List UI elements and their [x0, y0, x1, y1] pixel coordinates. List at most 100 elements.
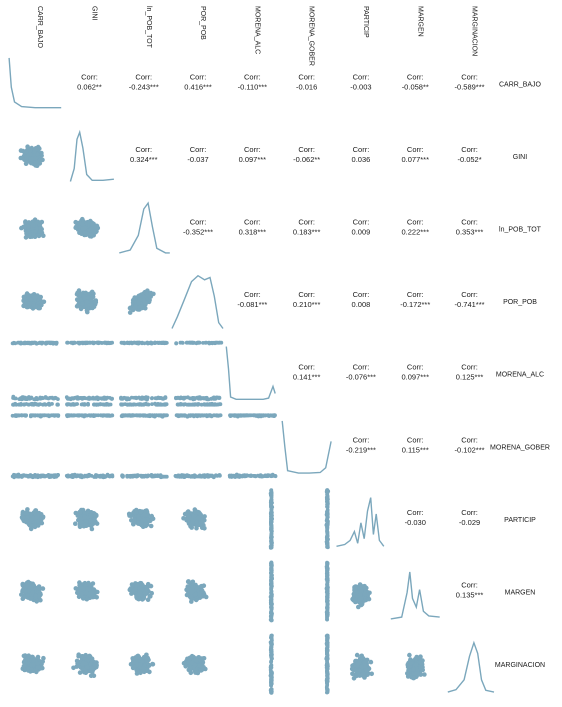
scatter-point-4-2	[162, 402, 166, 407]
corr-label-6-8: Corr:	[461, 508, 478, 517]
scatter-point-7-4	[269, 593, 273, 598]
scatter-point-5-2	[147, 413, 152, 418]
scatter-point-4-3	[196, 396, 201, 401]
corr-value-2-3: -0.352***	[183, 228, 213, 237]
scatter-point-7-5	[325, 566, 329, 571]
scatter-point-5-0	[55, 413, 60, 418]
scatter-point-5-4	[256, 413, 261, 418]
scatter-point-7-5	[325, 598, 330, 603]
scatter-point-7-6	[362, 583, 367, 589]
scatter-point-3-1	[88, 296, 94, 302]
corr-value-6-7: -0.030	[405, 518, 426, 527]
corr-label-0-8: Corr:	[461, 72, 478, 81]
scatter-point-2-0	[32, 229, 38, 234]
scatter-point-7-5	[325, 610, 330, 615]
scatter-point-4-0	[36, 402, 41, 407]
scatter-point-5-1	[106, 473, 111, 478]
scatter-point-5-4	[271, 413, 276, 418]
scatter-point-1-0	[34, 163, 40, 168]
corr-label-3-4: Corr:	[244, 290, 261, 299]
scatter-point-4-3	[190, 402, 195, 407]
scatter-point-3-1	[84, 299, 90, 305]
scatter-point-5-4	[242, 473, 247, 478]
scatter-point-4-3	[175, 396, 180, 400]
scatter-point-1-0	[24, 160, 30, 165]
scatter-point-4-0	[18, 402, 23, 407]
scatter-point-8-1	[77, 670, 83, 675]
density-por-pob	[171, 274, 224, 329]
corr-label-1-4: Corr:	[244, 145, 261, 154]
scatter-point-4-1	[95, 340, 100, 345]
scatter-point-7-2	[143, 589, 149, 595]
scatter-point-7-3	[186, 586, 192, 592]
corr-value-1-7: 0.077***	[401, 155, 429, 164]
scatter-point-6-3	[190, 519, 195, 525]
scatter-point-4-2	[156, 402, 160, 406]
scatter-point-5-0	[26, 474, 31, 479]
corr-value-1-3: -0.037	[187, 155, 208, 164]
scatter-point-6-5	[325, 488, 329, 493]
scatter-point-4-1	[82, 402, 87, 406]
corr-label-0-1: Corr:	[81, 72, 98, 81]
corr-label-2-7: Corr:	[407, 218, 424, 227]
scatter-point-5-3	[177, 475, 182, 479]
scatter-point-5-2	[130, 413, 135, 418]
scatter-point-3-0	[36, 305, 41, 311]
scatter-point-5-1	[78, 473, 83, 478]
scatter-point-5-2	[138, 413, 142, 418]
corr-value-0-2: -0.243***	[129, 82, 159, 91]
scatter-point-6-3	[191, 514, 196, 519]
scatter-point-4-0	[54, 342, 59, 346]
scatter-point-4-1	[103, 340, 107, 345]
density-carr-bajo	[8, 57, 62, 109]
scatter-point-4-2	[143, 396, 148, 401]
scatter-point-2-0	[30, 222, 36, 228]
scatter-point-7-3	[190, 588, 196, 594]
scatter-point-4-3	[210, 402, 215, 407]
scatter-point-5-4	[230, 474, 235, 478]
scatter-point-7-2	[133, 586, 139, 592]
scatter-point-4-2	[137, 340, 142, 345]
scatter-point-5-4	[273, 474, 278, 478]
scatter-point-2-1	[90, 222, 96, 228]
corr-value-3-8: -0.741***	[455, 300, 485, 309]
scatter-point-4-1	[86, 402, 90, 407]
scatter-point-4-1	[91, 340, 95, 345]
scatter-point-5-2	[126, 413, 130, 418]
scatter-point-5-2	[120, 474, 125, 479]
scatter-point-4-0	[30, 401, 35, 406]
scatter-point-3-2	[148, 290, 154, 296]
scatter-point-3-0	[39, 302, 44, 308]
row-label-morena-alc: MORENA_ALC	[496, 372, 544, 379]
scatter-point-6-5	[325, 509, 329, 514]
scatter-point-4-1	[65, 340, 69, 345]
scatter-point-6-4	[269, 533, 274, 538]
scatter-point-5-0	[47, 474, 52, 479]
scatter-point-6-1	[82, 514, 88, 520]
scatter-point-6-2	[126, 511, 132, 517]
corr-value-0-5: -0.016	[296, 82, 317, 91]
scatter-point-6-4	[269, 495, 274, 500]
scatter-point-4-2	[127, 340, 132, 345]
scatter-point-6-0	[35, 518, 41, 524]
corr-label-0-7: Corr:	[407, 72, 424, 81]
scatter-point-5-1	[87, 413, 91, 418]
scatter-point-4-2	[163, 396, 168, 400]
corr-value-4-7: 0.097***	[401, 373, 429, 382]
scatter-point-6-1	[82, 522, 88, 527]
density-ln-pob-tot	[119, 201, 170, 254]
scatter-point-4-1	[87, 340, 92, 345]
scatter-point-4-3	[213, 396, 218, 400]
scatter-point-4-3	[219, 340, 224, 345]
scatter-point-7-1	[77, 588, 82, 594]
corr-label-5-8: Corr:	[461, 435, 478, 444]
scatter-point-4-0	[18, 340, 23, 345]
scatter-point-5-1	[72, 472, 77, 477]
scatter-point-6-1	[90, 521, 96, 527]
scatter-point-6-2	[143, 508, 148, 514]
corr-value-2-8: 0.353***	[456, 228, 484, 237]
scatter-point-6-5	[325, 519, 330, 524]
scatter-point-5-0	[35, 474, 40, 478]
corr-value-7-8: 0.135***	[456, 591, 484, 600]
